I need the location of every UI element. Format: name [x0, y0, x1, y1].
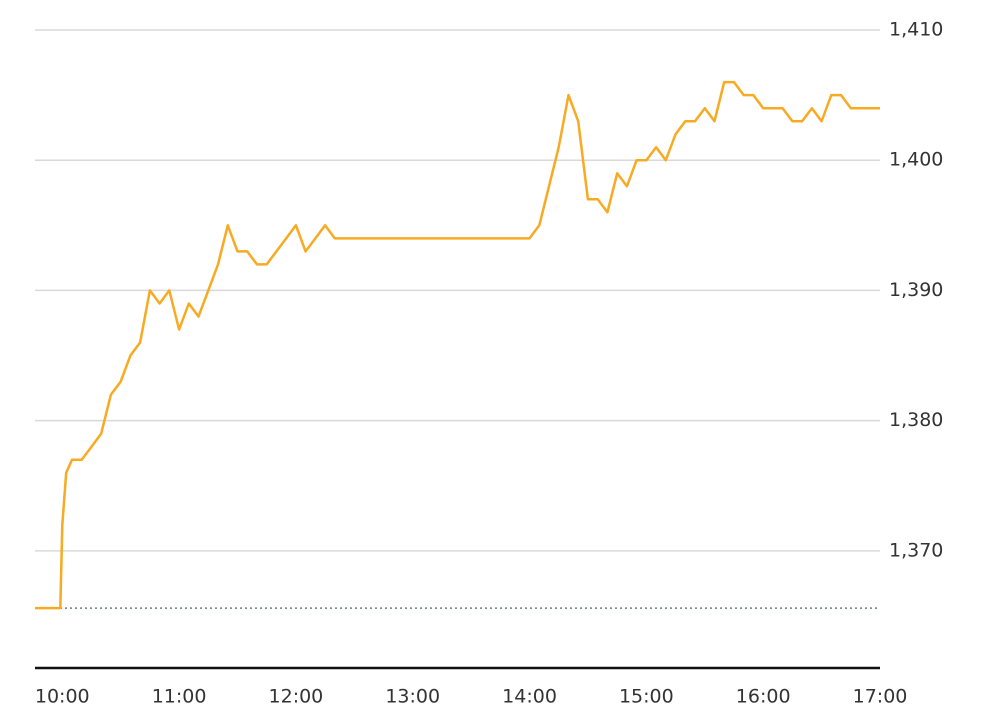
x-tick-label: 17:00: [853, 686, 908, 708]
y-tick-label: 1,370: [889, 539, 943, 561]
y-tick-label: 1,390: [889, 279, 943, 301]
y-tick-label: 1,380: [889, 409, 943, 431]
x-tick-label: 10:00: [35, 686, 90, 708]
x-tick-label: 13:00: [385, 686, 440, 708]
y-tick-label: 1,400: [889, 149, 943, 171]
x-tick-label: 15:00: [619, 686, 674, 708]
price-line: [35, 80, 880, 610]
x-tick-label: 11:00: [152, 686, 207, 708]
x-tick-label: 16:00: [736, 686, 791, 708]
x-tick-label: 12:00: [269, 686, 324, 708]
x-tick-label: 14:00: [502, 686, 557, 708]
y-tick-label: 1,410: [889, 19, 943, 41]
